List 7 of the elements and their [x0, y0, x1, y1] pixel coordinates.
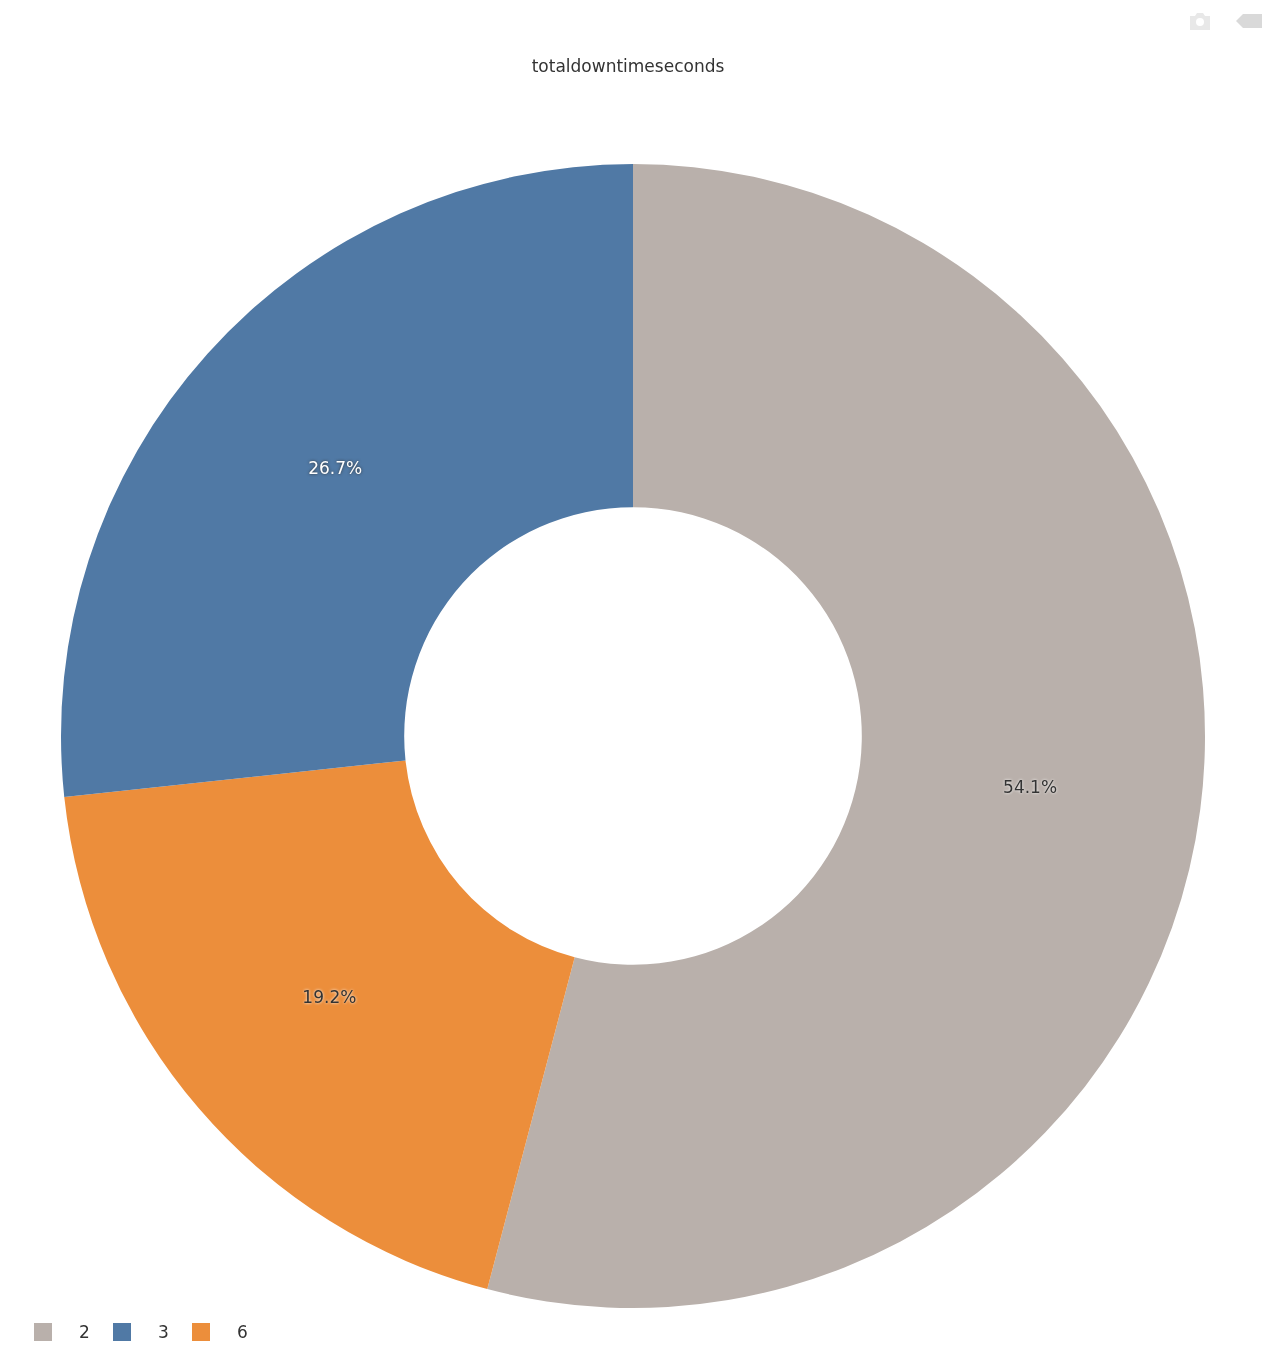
data-label: 26.7%	[308, 458, 363, 479]
legend-label: 3	[158, 1322, 169, 1342]
legend-label: 2	[79, 1322, 90, 1342]
data-label: 19.2%	[302, 986, 357, 1007]
legend-label: 6	[237, 1322, 248, 1342]
data-label: 54.1%	[1003, 777, 1058, 798]
chart-title: totaldowntimeseconds	[530, 56, 726, 76]
